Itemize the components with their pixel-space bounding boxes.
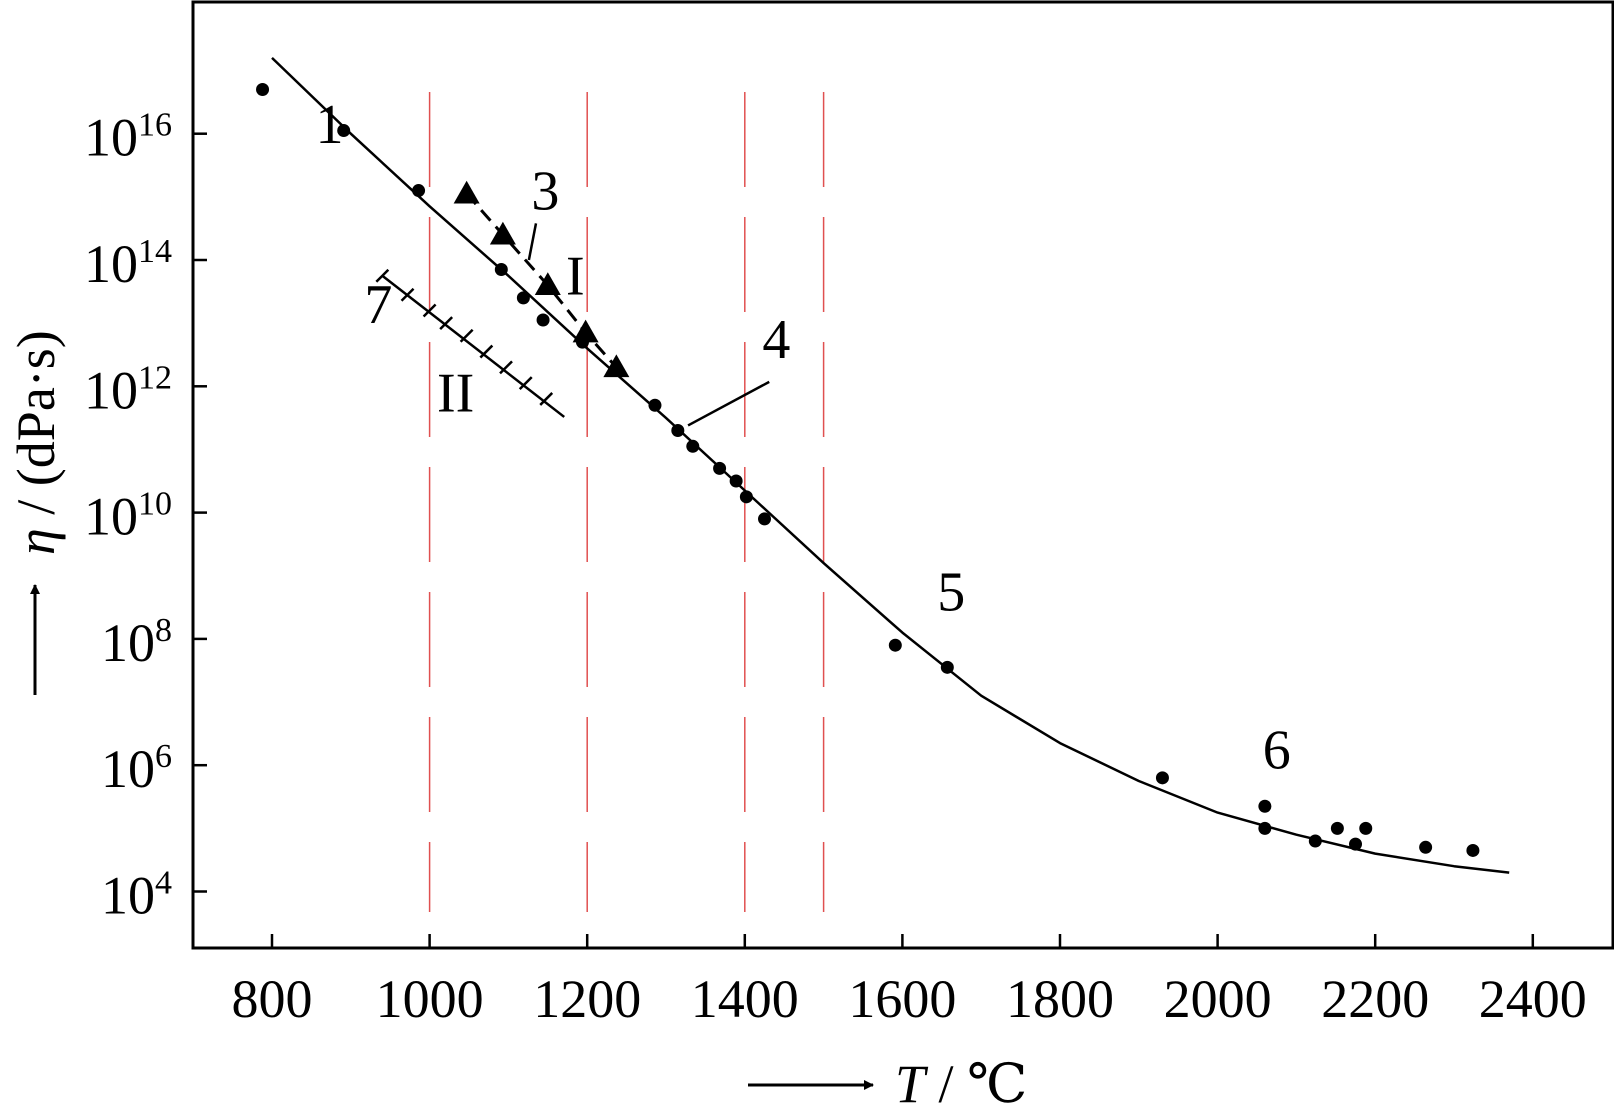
curve-label: 3 [531,160,559,222]
x-tick-label: 2000 [1164,969,1272,1029]
y-axis-ticks: 104 106 108 1010 1012 1014 1016 [84,107,207,926]
cross-series-line [381,274,565,418]
x-tick-label: 1800 [1006,969,1114,1029]
data-point-circle [1155,771,1169,785]
data-point-circle [1258,821,1272,835]
series-triangle [453,180,630,378]
x-tick-label: 2400 [1479,969,1587,1029]
x-tick-label: 800 [232,969,313,1029]
data-point-circle [739,490,753,504]
data-point-triangle [453,180,480,204]
x-tick-label: 1400 [691,969,799,1029]
curve-label: 6 [1263,719,1291,781]
x-axis-ticks: 800 1000 1200 1400 1600 1800 2000 2200 2400 [232,934,1587,1029]
x-tick-label: 1000 [376,969,484,1029]
data-series [256,82,1480,857]
data-point-circle [337,124,351,138]
series-circle [256,82,1480,857]
data-point-triangle [489,221,516,245]
data-point-cross [518,376,533,391]
x-axis-unit: / ℃ [925,1054,1027,1109]
data-point-circle [1359,821,1373,835]
x-tick-label: 2200 [1321,969,1429,1029]
x-axis-symbol: T [895,1054,929,1109]
x-axis-title: T / ℃ [895,1054,1027,1109]
leader-line [687,380,770,427]
data-point-circle [758,512,771,526]
curve-label: I [566,246,585,308]
x-tick-label: 1200 [533,969,641,1029]
data-point-triangle [572,319,599,343]
y-tick-label: 1016 [84,107,172,168]
data-point-circle [1419,840,1433,854]
data-point-circle [940,660,954,674]
data-point-cross [400,287,415,302]
curve-label: 5 [937,561,965,623]
y-tick-label: 104 [101,865,172,926]
y-tick-label: 108 [101,612,172,673]
y-tick-label: 1010 [84,486,172,547]
data-point-circle [536,313,550,327]
y-axis-unit: / (dPa·s) [6,330,66,528]
data-point-circle [713,461,727,475]
y-tick-label: 1014 [84,233,172,294]
data-point-cross [539,392,554,406]
x-tick-label: 1600 [848,969,956,1029]
data-point-circle [1466,843,1480,857]
leader-line [527,223,538,261]
data-point-circle [412,184,426,198]
series-cross [375,268,565,418]
data-point-circle [516,291,530,305]
data-point-circle [1308,834,1322,848]
data-point-circle [494,262,508,276]
data-point-circle [888,638,902,652]
data-point-triangle [603,354,630,378]
curve-annotations: 1 3I 4 5 6 7 II [316,94,1291,781]
plot-frame [191,0,1614,950]
data-point-cross [479,344,494,359]
reference-lines [428,92,825,912]
data-point-triangle [534,272,561,296]
data-point-circle [256,82,270,96]
y-tick-label: 106 [101,738,172,799]
data-point-circle [686,439,700,453]
data-point-cross [439,316,454,331]
curve-label: II [437,363,474,425]
data-point-cross [375,268,390,283]
y-tick-label: 1012 [84,359,172,420]
curve-label: 1 [316,94,344,156]
data-point-circle [1330,821,1344,835]
data-point-circle [648,398,662,412]
y-axis-title: η / (dPa·s) [6,330,66,555]
data-point-cross [422,303,437,318]
fit-curve-line [271,56,1510,874]
data-point-cross [499,360,513,375]
y-axis-symbol: η [6,528,66,555]
data-point-circle [729,474,743,488]
fit-curve [271,56,1510,874]
data-point-cross [459,328,474,343]
curve-label: 7 [364,274,392,336]
curve-label: 4 [762,309,790,371]
data-point-circle [1258,799,1272,813]
data-point-circle [1349,837,1362,851]
data-point-circle [671,424,685,438]
